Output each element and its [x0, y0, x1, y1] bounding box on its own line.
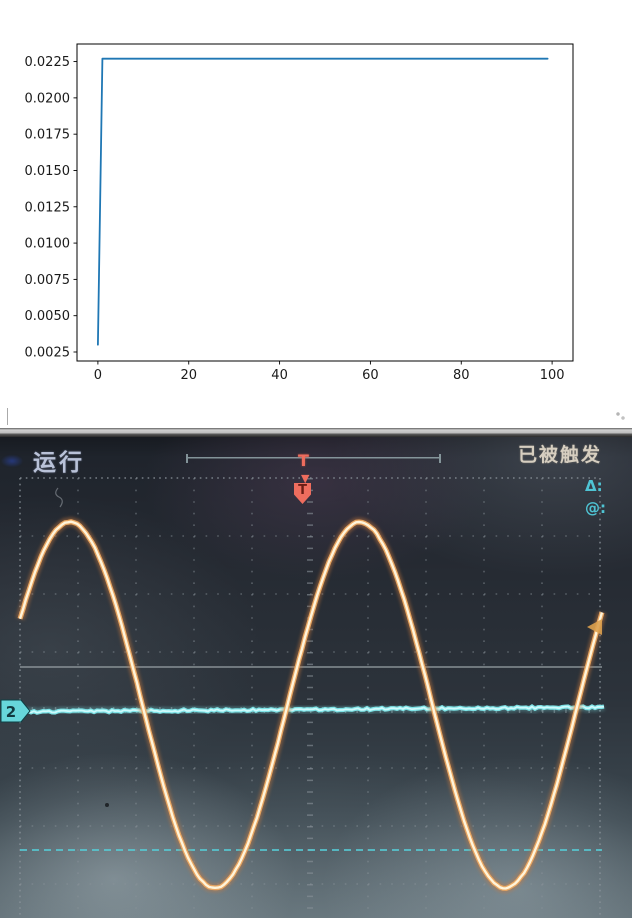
x-tick-label: 0	[94, 368, 102, 383]
scope-record-view-bar	[186, 454, 441, 463]
scope-screen-canvas: 2	[0, 477, 607, 918]
screen-artifact-speck	[105, 803, 109, 807]
screen-artifact-squiggle	[55, 487, 63, 508]
ch2-marker-icon	[0, 699, 31, 723]
y-tick-label: 0.0150	[25, 164, 71, 179]
y-tick-label: 0.0100	[25, 237, 71, 252]
trigger-position-marker: T	[298, 451, 309, 470]
x-tick-label: 40	[271, 368, 288, 383]
y-tick-label: 0.0025	[25, 345, 71, 360]
ch2-trace-core	[15, 705, 605, 714]
plot-area-border	[76, 43, 574, 362]
y-tick-label: 0.0175	[25, 128, 71, 143]
scope-triggered-status: 已被触发	[517, 444, 602, 466]
x-tick-label: 80	[453, 368, 470, 383]
scope-brand-logo	[0, 452, 30, 470]
y-tick-label: 0.0225	[25, 55, 71, 70]
x-tick-label: 60	[362, 368, 379, 383]
graticule	[19, 477, 601, 918]
trigger-shield-icon: T	[294, 483, 311, 504]
ch2-marker-label: 2	[6, 703, 16, 721]
trigger-shield-label: T	[298, 483, 307, 498]
scope-run-status: 运行	[33, 450, 85, 476]
x-tick-label: 100	[540, 368, 565, 383]
trigger-arrow-icon: ▼	[301, 472, 310, 485]
edge-artifact-dots	[616, 411, 626, 421]
data-line	[97, 57, 549, 346]
y-tick-label: 0.0075	[25, 273, 71, 288]
trigger-level-arrow-icon	[587, 619, 602, 635]
ch1-sine-core	[18, 520, 604, 890]
y-tick-label: 0.0125	[25, 200, 71, 215]
cursor-at-readout: @:	[585, 499, 606, 517]
edge-artifact-line	[7, 408, 8, 425]
line-chart-canvas: 0.0025 0.0050 0.0075 0.0100 0.0125 0.0150 0.01…	[25, 43, 574, 383]
y-tick-label: 0.0050	[25, 309, 71, 324]
scope-bezel-edge	[0, 428, 632, 437]
oscilloscope-photo: 2 运行 已被触发 T ▼ T Δ: @:	[0, 428, 632, 918]
cursor-delta-readout: Δ:	[585, 477, 603, 495]
x-tick-label: 20	[180, 368, 197, 383]
line-chart-figure: 0.0025 0.0050 0.0075 0.0100 0.0125 0.0150 0.01…	[0, 0, 632, 395]
y-tick-label: 0.0200	[25, 91, 71, 106]
